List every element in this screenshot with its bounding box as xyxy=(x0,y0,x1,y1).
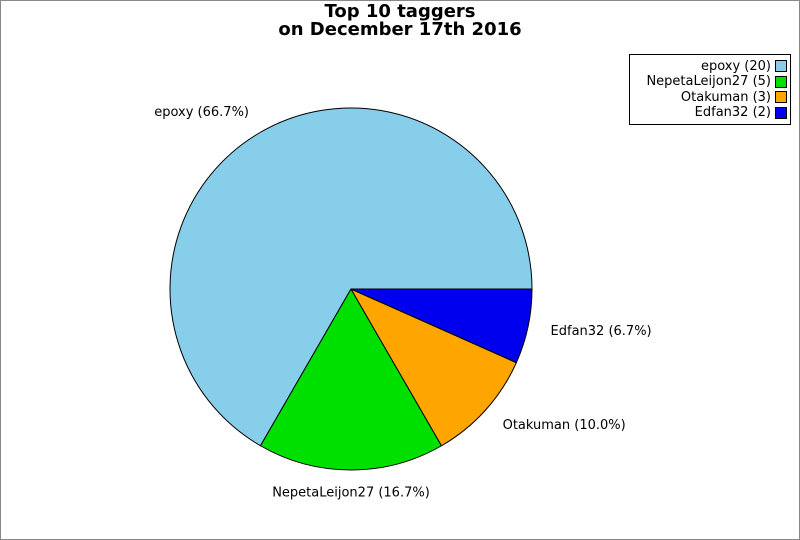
pie-slice-epoxy xyxy=(169,107,533,447)
legend-label-nepetaleijon27: NepetaLeijon27 (5) xyxy=(646,74,771,90)
chart-title-line-1: Top 10 taggers xyxy=(324,1,476,22)
legend-row-edfan32: Edfan32 (2) xyxy=(633,106,787,119)
legend-swatch-edfan32 xyxy=(775,106,787,119)
slice-label-otakuman: Otakuman (10.0%) xyxy=(503,418,626,433)
legend-row-epoxy: epoxy (20) xyxy=(633,60,787,73)
legend-swatch-epoxy xyxy=(775,60,787,73)
pie-slice-nepetaleijon27 xyxy=(260,288,442,471)
legend-label-epoxy: epoxy (20) xyxy=(700,58,771,74)
legend-row-nepetaleijon27: NepetaLeijon27 (5) xyxy=(633,75,787,88)
legend-row-otakuman: Otakuman (3) xyxy=(633,91,787,104)
chart-title-line-2: on December 17th 2016 xyxy=(278,19,522,40)
legend-label-otakuman: Otakuman (3) xyxy=(680,89,771,105)
pie-slice-otakuman xyxy=(350,288,517,447)
chart-title: Top 10 taggers on December 17th 2016 xyxy=(1,3,799,39)
pie-slice-edfan32 xyxy=(350,288,533,364)
legend: epoxy (20) NepetaLeijon27 (5) Otakuman (3)… xyxy=(629,54,791,125)
slice-label-epoxy: epoxy (66.7%) xyxy=(154,105,249,120)
slice-label-edfan32: Edfan32 (6.7%) xyxy=(551,324,652,339)
legend-swatch-otakuman xyxy=(775,91,787,104)
legend-label-edfan32: Edfan32 (2) xyxy=(694,105,771,121)
slice-label-nepetaleijon27: NepetaLeijon27 (16.7%) xyxy=(272,486,430,501)
legend-swatch-nepetaleijon27 xyxy=(775,75,787,88)
